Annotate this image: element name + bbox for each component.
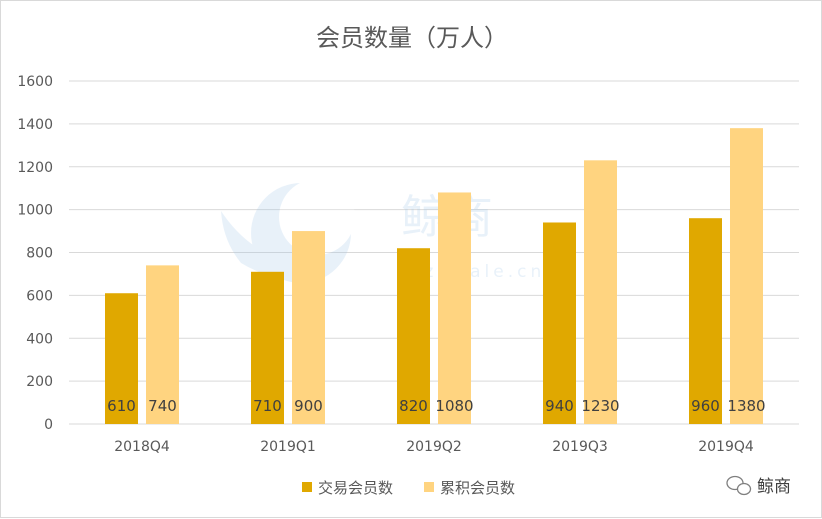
y-tick-label: 1400 — [17, 117, 53, 133]
watermark: 鲸商 bizwhale.cn — [221, 179, 545, 283]
x-tick-label: 2019Q1 — [260, 439, 316, 455]
x-tick-label: 2018Q4 — [114, 439, 170, 455]
legend-swatch-2 — [424, 482, 434, 492]
bars — [105, 128, 763, 424]
chart-title: 会员数量（万人） — [316, 24, 508, 52]
data-label: 610 — [107, 397, 136, 415]
x-tick-label: 2019Q3 — [552, 439, 608, 455]
x-tick-label: 2019Q2 — [406, 439, 462, 455]
data-label: 1380 — [727, 397, 765, 415]
watermark-url: bizwhale.cn — [401, 262, 545, 282]
y-tick-label: 1200 — [17, 160, 53, 176]
data-label: 1230 — [581, 397, 619, 415]
gridlines — [69, 80, 799, 425]
y-tick-label: 200 — [26, 374, 53, 390]
x-tick-label: 2019Q4 — [698, 439, 754, 455]
y-tick-label: 600 — [26, 288, 53, 304]
y-tick-label: 800 — [26, 246, 53, 262]
bar-transaction-2018Q4 — [105, 293, 138, 424]
bar-cumulative-2018Q4 — [146, 265, 179, 424]
y-tick-label: 1000 — [17, 203, 53, 219]
data-label: 960 — [691, 397, 720, 415]
bar-cumulative-2019Q1 — [292, 231, 325, 424]
y-axis-ticks: 0 200 400 600 800 1000 1200 1400 1600 — [17, 74, 53, 433]
legend-swatch-1 — [302, 482, 312, 492]
y-tick-label: 1600 — [17, 74, 53, 90]
data-label: 740 — [148, 397, 177, 415]
y-tick-label: 400 — [26, 331, 53, 347]
bar-cumulative-2019Q3 — [584, 160, 617, 424]
legend-label-1: 交易会员数 — [318, 479, 393, 497]
data-label: 940 — [545, 397, 574, 415]
bar-transaction-2019Q3 — [543, 222, 576, 424]
brand-badge: 鲸商 — [726, 475, 791, 497]
bar-transaction-2019Q4 — [689, 218, 722, 424]
wechat-icon — [726, 475, 752, 496]
bar-transaction-2019Q1 — [251, 271, 284, 424]
data-label: 710 — [253, 397, 282, 415]
data-label: 1080 — [435, 397, 473, 415]
whale-logo-icon — [221, 179, 355, 283]
data-labels: 610 740 710 900 820 1080 940 1230 960 1380 — [107, 397, 765, 415]
x-axis-ticks: 2018Q4 2019Q1 2019Q2 2019Q3 2019Q4 — [114, 439, 754, 455]
bar-cumulative-2019Q4 — [730, 128, 763, 424]
data-label: 820 — [399, 397, 428, 415]
brand-name: 鲸商 — [757, 477, 791, 497]
bar-transaction-2019Q2 — [397, 248, 430, 424]
legend-label-2: 累积会员数 — [440, 479, 515, 497]
legend: 交易会员数 累积会员数 — [302, 479, 515, 497]
y-tick-label: 0 — [44, 417, 53, 433]
data-label: 900 — [294, 397, 323, 415]
bar-cumulative-2019Q2 — [438, 192, 471, 424]
